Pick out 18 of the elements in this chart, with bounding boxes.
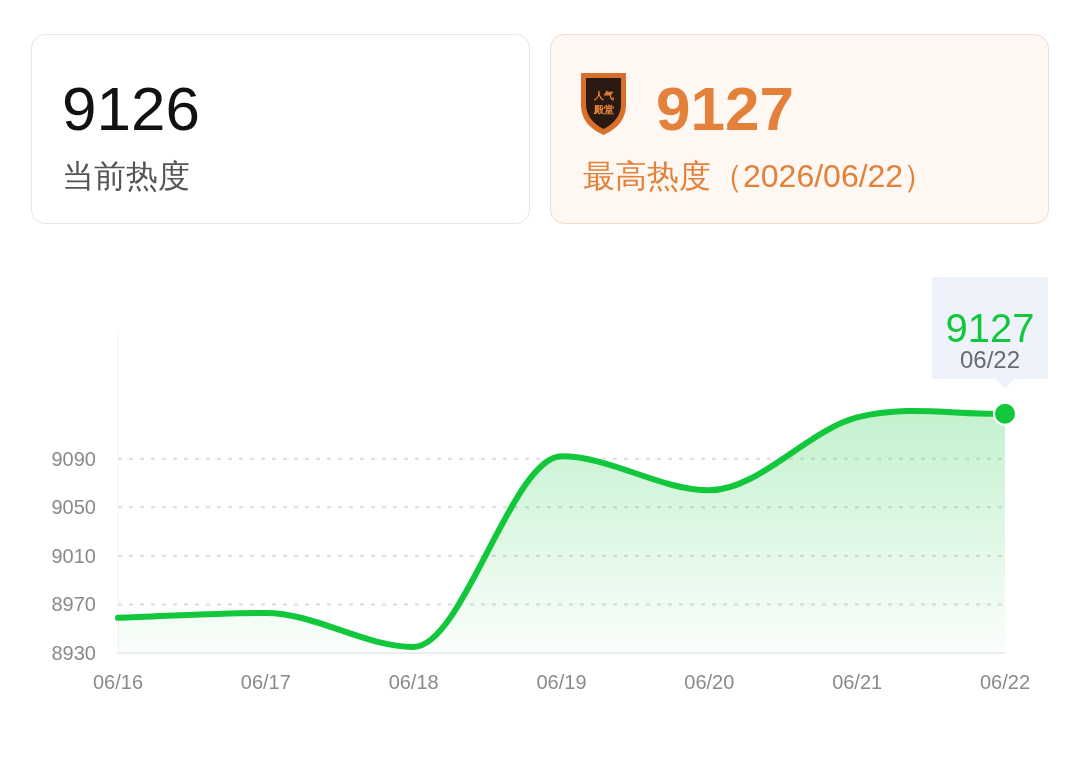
x-tick-label: 06/22 — [979, 671, 1031, 693]
y-tick-label: 9010 — [51, 544, 96, 567]
x-tick-label: 06/17 — [240, 671, 291, 693]
y-tick-label: 8930 — [51, 642, 96, 664]
y-tick-label: 9090 — [51, 447, 96, 470]
text: 殿堂 — [592, 104, 614, 115]
x-tick-label: 06/18 — [388, 671, 439, 693]
text: 最高热度（2026/06/22） — [583, 158, 936, 194]
y-tick-label: 9050 — [51, 496, 96, 519]
y-tick-label: 8970 — [51, 593, 96, 616]
x-tick-label: 06/21 — [832, 671, 883, 693]
text: 人气 — [592, 90, 614, 101]
x-tick-label: 06/19 — [536, 671, 587, 693]
text: 9127 — [656, 74, 794, 143]
x-tick-label: 06/16 — [92, 671, 144, 693]
x-tick-label: 06/20 — [684, 671, 735, 693]
text: 当前热度 — [62, 158, 190, 194]
text: 9126 — [62, 74, 200, 143]
